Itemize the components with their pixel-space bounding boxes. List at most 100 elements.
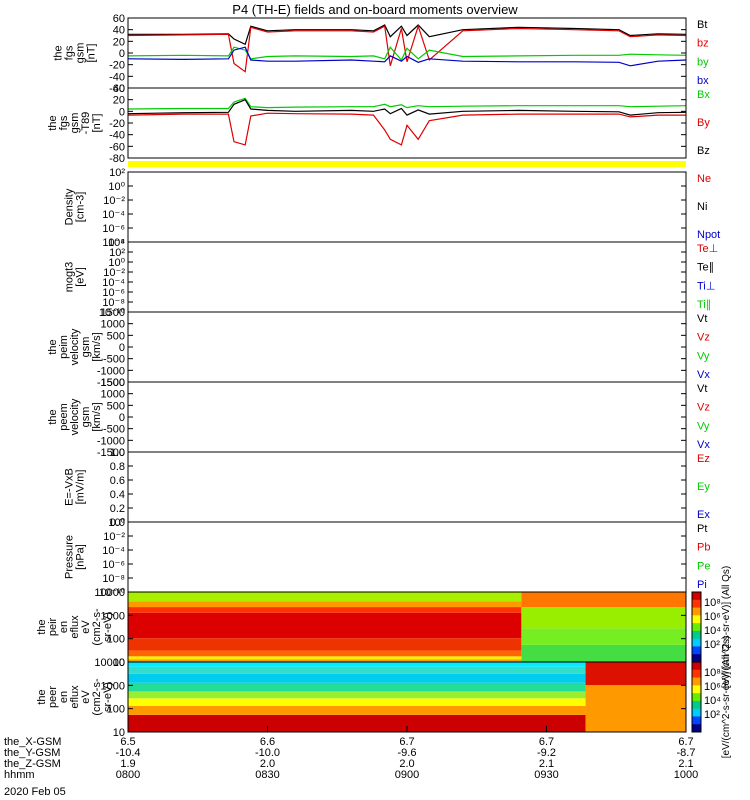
- y-axis-label: velocity: [69, 328, 81, 365]
- y-axis-label: [km/s]: [91, 332, 103, 361]
- y-tick-label: 10⁻⁸: [102, 237, 125, 249]
- y-tick-label: 40: [113, 25, 125, 37]
- legend-entry-Te∥: Te∥: [697, 262, 714, 274]
- spectrogram-cell: [128, 638, 522, 651]
- y-axis-label: the: [47, 115, 59, 130]
- y-tick-label: 10⁰: [108, 257, 125, 269]
- y-tick-label: -40: [109, 130, 125, 142]
- y-tick-label: 0: [119, 48, 125, 60]
- x-tick-label: 6.6: [260, 736, 275, 748]
- colorbar-band: [692, 630, 701, 640]
- y-tick-label: 0.8: [110, 461, 125, 473]
- y-tick-label: 0.6: [110, 475, 125, 487]
- legend-entry-Ti⊥: Ti⊥: [697, 280, 715, 292]
- y-axis-label: (cm2-s-: [91, 608, 103, 646]
- y-tick-label: -60: [109, 83, 125, 95]
- date-label: 2020 Feb 05: [4, 786, 66, 798]
- y-tick-label: 10⁰: [108, 517, 125, 529]
- y-tick-label: 10000: [94, 587, 125, 599]
- y-axis-label: fgs: [64, 45, 76, 60]
- legend-entry-Pb: Pb: [697, 542, 710, 554]
- y-axis-label: gsm: [69, 113, 81, 134]
- colorbar-band: [692, 615, 701, 624]
- y-axis-label: fgs: [58, 115, 70, 130]
- legend-entry-Ex: Ex: [697, 509, 710, 521]
- y-axis-label: [nT]: [91, 114, 103, 133]
- spectrogram-cell: [585, 662, 686, 686]
- spectrogram-cell: [521, 607, 686, 629]
- y-tick-label: -500: [103, 424, 125, 436]
- y-axis-label: en: [58, 691, 70, 703]
- panel-frame: [127, 87, 687, 159]
- y-axis-label: Density: [64, 188, 76, 225]
- y-tick-label: 20: [113, 95, 125, 107]
- x-tick-label: 2.0: [399, 758, 414, 770]
- y-tick-label: 10⁻⁸: [102, 297, 125, 309]
- y-tick-label: 10: [113, 657, 125, 669]
- y-axis-label: gsm: [80, 337, 92, 358]
- legend-entry-Ez: Ez: [697, 453, 710, 465]
- legend-entry-Vt: Vt: [697, 383, 707, 395]
- spectrogram-cell: [128, 659, 522, 662]
- y-tick-label: 1500: [101, 307, 125, 319]
- spectrogram-cell: [585, 685, 686, 732]
- y-tick-label: 10⁻⁴: [102, 545, 125, 557]
- y-tick-label: -20: [109, 60, 125, 72]
- y-axis-label: the: [36, 619, 48, 634]
- y-axis-label: [km/s]: [91, 402, 103, 431]
- y-tick-label: 1000: [101, 610, 125, 622]
- spectrogram-cell: [128, 691, 586, 699]
- colorbar-band: [692, 638, 701, 647]
- y-axis-label: [nT]: [86, 44, 98, 63]
- y-tick-label: 10⁻²: [103, 531, 125, 543]
- colorbar-band: [692, 592, 701, 601]
- colorbar-band: [692, 599, 701, 609]
- x-tick-label: 1000: [674, 769, 698, 781]
- panel-frame: [127, 17, 687, 89]
- y-tick-label: -1500: [97, 447, 125, 459]
- y-axis-label: the: [47, 409, 59, 424]
- y-tick-label: 10: [113, 727, 125, 739]
- spectrogram-cell: [128, 607, 522, 613]
- colorbar-tick-label: 10⁶: [704, 681, 721, 693]
- x-tick-label: 0930: [534, 769, 558, 781]
- y-axis-label: gsm: [80, 407, 92, 428]
- y-tick-label: 100: [107, 704, 125, 716]
- panel-frame: [127, 521, 687, 593]
- y-axis-label: [eV]: [75, 267, 87, 287]
- x-tick-label: 0830: [255, 769, 279, 781]
- spectrogram-cell: [128, 662, 586, 667]
- series-line-Bx: [127, 97, 687, 110]
- y-tick-label: 0.4: [110, 489, 125, 501]
- y-axis-label: peim: [58, 335, 70, 359]
- y-tick-label: 40: [113, 83, 125, 95]
- x-tick-label: 6.7: [399, 736, 414, 748]
- legend-entry-Bt: Bt: [697, 19, 707, 31]
- y-tick-label: 10⁻¹⁰: [99, 587, 126, 599]
- x-tick-label: -8.7: [677, 747, 696, 759]
- y-tick-label: 20: [113, 36, 125, 48]
- spectrogram-cell: [128, 650, 522, 657]
- spectrogram-cell: [128, 673, 586, 683]
- legend-entry-Vz: Vz: [697, 402, 710, 414]
- spectrogram-cell: [521, 628, 686, 645]
- colorbar-band: [692, 685, 701, 694]
- y-tick-label: 1500: [101, 377, 125, 389]
- colorbar-tick-label: 10²: [704, 639, 720, 651]
- legend-entry-Bz: Bz: [697, 145, 710, 157]
- colorbar-tick-label: 10⁴: [704, 625, 721, 637]
- y-tick-label: 10⁻⁴: [102, 277, 125, 289]
- y-tick-label: 10⁻⁶: [102, 287, 125, 299]
- y-tick-label: 10⁻²: [103, 267, 125, 279]
- series-line-By: [127, 112, 686, 146]
- spectrogram-cell: [521, 592, 686, 608]
- legend-entry-Ni: Ni: [697, 201, 707, 213]
- y-tick-label: -60: [109, 141, 125, 153]
- y-tick-label: 10⁻²: [103, 195, 125, 207]
- colorbar-tick-label: 10⁸: [704, 597, 721, 609]
- colorbar-tick-label: 10²: [704, 709, 720, 721]
- legend-entry-Vz: Vz: [697, 332, 710, 344]
- series-line-bz: [127, 24, 687, 73]
- y-tick-label: -1000: [97, 365, 125, 377]
